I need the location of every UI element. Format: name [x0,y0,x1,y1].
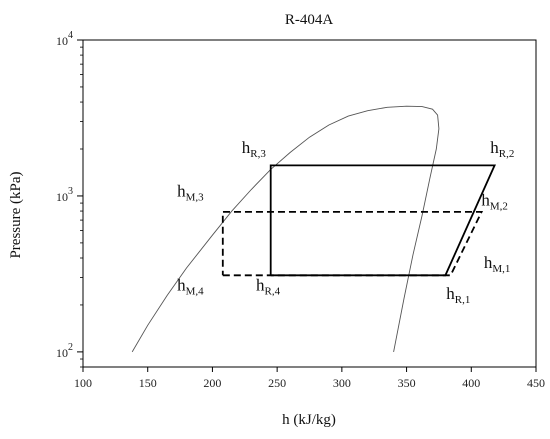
cycle-line-dashed [221,211,484,277]
x-tick-label: 250 [268,376,286,390]
y-tick-label: 102 [56,342,73,360]
y-axis-title: Pressure (kPa) [8,171,24,258]
cycle-lines [221,164,496,277]
x-tick-label: 450 [527,376,545,390]
y-tick-label: 103 [56,186,73,204]
x-tick-label: 150 [139,376,157,390]
x-axis-title: h (kJ/kg) [282,412,336,428]
state-label-hr2: hR,2 [490,138,514,160]
state-label-hr3: hR,3 [242,138,267,160]
y-tick-label: 104 [56,30,73,48]
x-tick-label: 350 [398,376,416,390]
plot-frame [82,39,537,368]
cycle-line-solid [269,164,496,277]
saturation-dome [131,105,440,353]
x-tick-label: 400 [462,376,480,390]
saturation-dome-curve [131,105,440,353]
state-label-hr4: hR,4 [256,275,281,297]
state-label-hm1: hM,1 [484,253,511,275]
state-label-hr1: hR,1 [446,284,470,306]
x-tick-label: 100 [74,376,92,390]
plot-frame-rect [82,39,537,368]
state-label-hm2: hM,2 [481,190,508,212]
x-tick-label: 200 [203,376,221,390]
chart-title: R-404A [285,12,334,28]
x-axis-ticks: 100 150 200 250 300 350 400 450 [74,367,545,390]
x-tick-label: 300 [333,376,351,390]
state-annotations: hR,3 hR,2 hM,3 hM,2 hM,4 hR,4 hM,1 hR,1 [177,138,514,306]
state-label-hm3: hM,3 [177,182,204,204]
state-label-hm4: hM,4 [177,275,204,297]
y-axis-ticks: 102 103 104 [56,30,83,368]
